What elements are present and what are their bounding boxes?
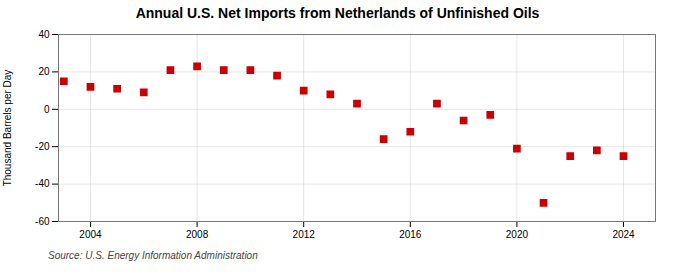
html-text:Annual U.S. Net Imports from N: Annual U.S. Net Imports from Netherlands…: [135, 5, 540, 21]
svg-text:-40: -40: [35, 178, 50, 189]
svg-text:2020: 2020: [506, 229, 529, 240]
svg-text:20: 20: [38, 66, 50, 77]
svg-text:0: 0: [44, 104, 50, 115]
svg-text:-20: -20: [35, 141, 50, 152]
svg-text:2012: 2012: [293, 229, 316, 240]
svg-text:2016: 2016: [399, 229, 422, 240]
svg-text:2008: 2008: [186, 229, 209, 240]
html-text:Source: U.S. Energy Informatio: Source: U.S. Energy Information Administ…: [48, 250, 258, 261]
svg-text:2004: 2004: [79, 229, 102, 240]
svg-text:-60: -60: [35, 216, 50, 227]
svg-text:2024: 2024: [612, 229, 635, 240]
svg-text:40: 40: [38, 29, 50, 40]
svg-text:Thousand Barrels per Day: Thousand Barrels per Day: [2, 70, 13, 187]
